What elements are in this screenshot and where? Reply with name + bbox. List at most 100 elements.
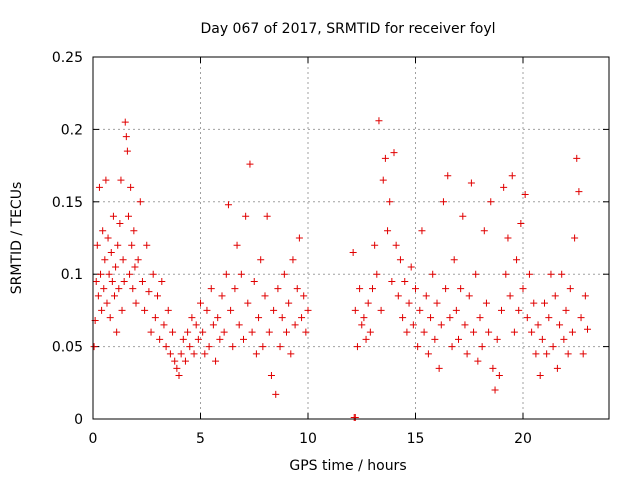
data-point (390, 149, 398, 157)
data-point (118, 306, 126, 314)
data-point (199, 328, 207, 336)
data-point (545, 314, 553, 322)
data-point (162, 343, 170, 351)
data-point (448, 343, 456, 351)
data-point (129, 285, 137, 293)
data-point (171, 357, 179, 365)
data-point (113, 328, 121, 336)
data-point (409, 321, 417, 329)
data-point (521, 191, 529, 199)
data-point (465, 292, 473, 300)
data-point (300, 292, 308, 300)
data-point (455, 335, 462, 343)
data-point (351, 414, 359, 422)
data-point (472, 270, 480, 278)
data-point (116, 220, 124, 228)
data-point (493, 335, 501, 343)
axis-ticks: 0 0.05 0.1 0.15 0.2 0.25 0 5 10 15 20 (52, 50, 609, 447)
data-point (252, 350, 260, 358)
data-point (184, 328, 192, 336)
data-point (302, 328, 310, 336)
data-point (93, 241, 101, 249)
data-point (510, 328, 518, 336)
data-point (108, 277, 116, 285)
x-tick-label: 15 (407, 431, 425, 447)
y-tick-label: 0.2 (61, 122, 83, 138)
data-point (442, 285, 450, 293)
data-point (143, 241, 151, 249)
data-point (478, 343, 486, 351)
data-point (90, 343, 98, 351)
data-point (446, 314, 454, 322)
data-point (388, 277, 396, 285)
data-point (246, 160, 254, 168)
data-point (128, 241, 136, 249)
data-point (366, 328, 374, 336)
data-point (568, 328, 576, 336)
data-point (452, 306, 460, 314)
data-point (131, 263, 139, 271)
data-point (420, 328, 428, 336)
data-point (293, 285, 301, 293)
data-point (164, 306, 172, 314)
data-point (283, 328, 290, 336)
data-point (433, 299, 441, 307)
data-point (156, 335, 164, 343)
data-point (169, 328, 177, 336)
y-tick-label: 0.25 (52, 50, 83, 66)
y-tick-label: 0.1 (61, 267, 83, 283)
data-point (396, 256, 404, 264)
data-point (120, 277, 128, 285)
data-point (405, 299, 413, 307)
data-point (132, 299, 140, 307)
chart-title: Day 067 of 2017, SRMTID for receiver foy… (200, 21, 495, 37)
data-point (515, 306, 523, 314)
data-point (530, 299, 538, 307)
data-point (274, 285, 282, 293)
data-point (92, 277, 100, 285)
data-point (267, 372, 275, 380)
data-point (504, 234, 512, 242)
data-point (379, 176, 387, 184)
data-point (584, 325, 591, 333)
data-point (571, 234, 579, 242)
data-point (231, 285, 239, 293)
plot-area-frame (92, 56, 610, 420)
data-point (392, 241, 400, 249)
data-point (351, 306, 359, 314)
data-point (523, 314, 531, 322)
data-point (506, 292, 514, 300)
data-point (573, 154, 581, 162)
data-point (439, 198, 447, 206)
data-point (381, 154, 389, 162)
data-point (536, 372, 544, 380)
data-point (467, 179, 475, 187)
data-point (173, 364, 181, 372)
data-point (166, 350, 174, 358)
data-point (577, 314, 585, 322)
data-point (111, 292, 118, 300)
data-point (229, 343, 237, 351)
data-point (101, 256, 109, 264)
data-point (508, 172, 516, 180)
data-point (513, 256, 521, 264)
data-point (534, 321, 542, 329)
data-point (353, 343, 361, 351)
data-point (248, 328, 256, 336)
data-point (418, 227, 426, 235)
data-point (94, 292, 102, 300)
data-point (581, 292, 589, 300)
data-point (261, 292, 269, 300)
data-point (412, 285, 419, 293)
data-point (259, 343, 267, 351)
data-points (90, 117, 591, 422)
data-point (461, 321, 469, 329)
data-point (107, 248, 115, 256)
data-point (115, 285, 123, 293)
data-point (356, 285, 364, 293)
data-point (429, 270, 437, 278)
data-point (190, 350, 198, 358)
x-tick-label: 20 (514, 431, 532, 447)
x-tick-label: 0 (89, 431, 98, 447)
data-point (112, 263, 120, 271)
